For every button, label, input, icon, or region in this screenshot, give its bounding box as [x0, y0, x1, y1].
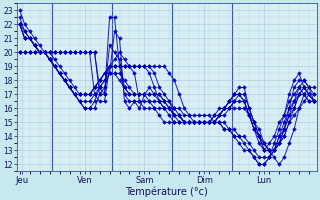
X-axis label: Température (°c): Température (°c)	[125, 186, 208, 197]
